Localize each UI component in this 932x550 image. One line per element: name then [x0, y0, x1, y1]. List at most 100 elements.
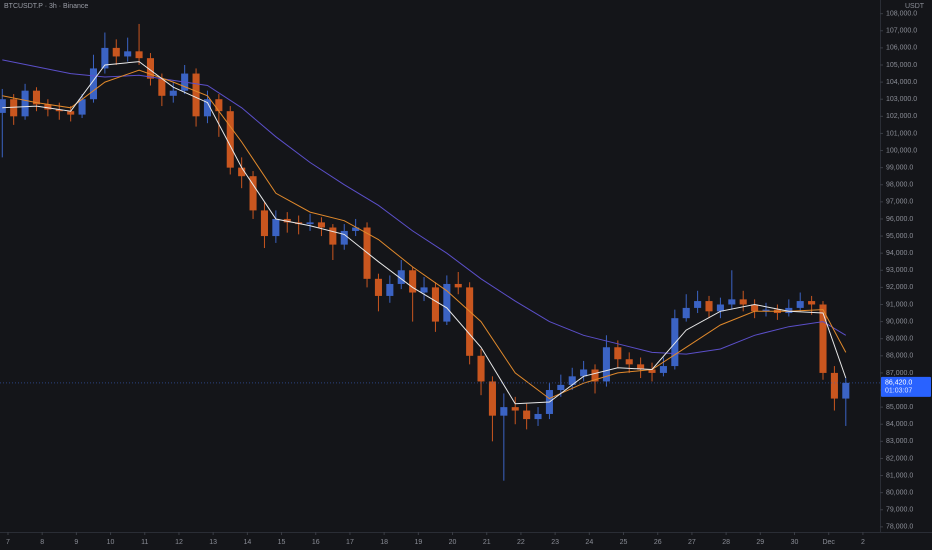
- y-tick-label: 97,000.0: [886, 199, 913, 206]
- y-tick-label: 87,000.0: [886, 370, 913, 377]
- x-tick-label: 23: [551, 539, 559, 546]
- y-tick-label: 95,000.0: [886, 233, 913, 240]
- y-tick-label: 108,000.0: [886, 11, 917, 18]
- candle-body: [101, 47, 109, 69]
- candle-body: [238, 167, 246, 177]
- y-tick-label: 94,000.0: [886, 250, 913, 257]
- y-tick-label: 103,000.0: [886, 96, 917, 103]
- candle-body: [682, 307, 690, 319]
- x-tick-label: 7: [6, 539, 10, 546]
- y-tick-label: 107,000.0: [886, 28, 917, 35]
- candle-body: [386, 283, 394, 296]
- candle-body: [78, 99, 86, 115]
- y-tick-label: 105,000.0: [886, 62, 917, 69]
- x-tick-label: 19: [414, 539, 422, 546]
- y-tick-label: 106,000.0: [886, 45, 917, 52]
- candle-body: [500, 407, 508, 416]
- candle-body: [352, 227, 360, 231]
- candle-body: [694, 301, 702, 308]
- x-tick-label: 26: [654, 539, 662, 546]
- candle-body: [762, 309, 770, 312]
- candle-body: [602, 347, 610, 382]
- candle-body: [751, 304, 759, 312]
- candle-body: [340, 230, 348, 245]
- candle-body: [397, 270, 405, 284]
- candle-body: [443, 283, 451, 322]
- candle-body: [842, 382, 850, 399]
- candle-body: [716, 304, 724, 312]
- candle-body: [659, 366, 667, 373]
- candle-body: [511, 407, 519, 411]
- y-tick-label: 80,000.0: [886, 489, 913, 496]
- candle-body: [796, 301, 804, 308]
- y-tick-label: 93,000.0: [886, 267, 913, 274]
- x-tick-label: 9: [74, 539, 78, 546]
- candle-body: [523, 410, 531, 420]
- x-tick-label: 27: [688, 539, 696, 546]
- candle-body: [728, 299, 736, 305]
- candle-body: [146, 58, 154, 79]
- candle-body: [580, 369, 588, 377]
- x-tick-label: 8: [40, 539, 44, 546]
- y-tick-label: 102,000.0: [886, 113, 917, 120]
- y-tick-label: 79,000.0: [886, 507, 913, 514]
- candle-body: [739, 299, 747, 305]
- candle-body: [705, 301, 713, 312]
- candle-body: [374, 278, 382, 296]
- candle-body: [169, 90, 177, 96]
- y-tick-label: 82,000.0: [886, 455, 913, 462]
- moving-average-line: [2, 69, 847, 400]
- candle-body: [671, 318, 679, 367]
- candle-body: [830, 372, 838, 399]
- price-tag-label: 86,420.0: [885, 380, 912, 387]
- candle-body: [637, 364, 645, 370]
- candle-body: [454, 283, 462, 288]
- candle-body: [67, 111, 75, 115]
- candle-body: [21, 90, 29, 117]
- y-tick-label: 92,000.0: [886, 284, 913, 291]
- candle-body: [808, 301, 816, 305]
- candle-body: [89, 68, 98, 100]
- candle-body: [158, 78, 166, 96]
- y-tick-label: 91,000.0: [886, 301, 913, 308]
- y-tick-label: 90,000.0: [886, 318, 913, 325]
- x-tick-label: 22: [517, 539, 525, 546]
- x-tick-label: 24: [585, 539, 593, 546]
- candle-body: [568, 376, 576, 385]
- candle-body: [32, 90, 41, 105]
- x-tick-label: 20: [449, 539, 457, 546]
- y-tick-label: 100,000.0: [886, 147, 917, 154]
- candle-body: [317, 222, 325, 228]
- y-tick-label: 83,000.0: [886, 438, 913, 445]
- candle-body: [124, 51, 132, 57]
- x-tick-label: 15: [278, 539, 286, 546]
- x-tick-label: Dec: [822, 539, 835, 546]
- candle-body: [466, 287, 474, 356]
- candle-body: [0, 99, 6, 113]
- moving-average-line: [2, 59, 847, 355]
- candle-body: [648, 369, 656, 373]
- candle-body: [283, 218, 291, 223]
- x-tick-label: 18: [380, 539, 388, 546]
- x-tick-label: 28: [722, 539, 730, 546]
- candle-body: [409, 270, 417, 293]
- x-tick-label: 25: [620, 539, 628, 546]
- candle-body: [249, 176, 257, 211]
- candle-body: [192, 73, 200, 117]
- x-tick-label: 12: [175, 539, 183, 546]
- candle-body: [44, 104, 52, 110]
- moving-average-line: [2, 61, 847, 405]
- candle-body: [10, 99, 18, 117]
- candle-body: [112, 47, 120, 57]
- candle-body: [557, 384, 565, 391]
- candle-body: [819, 304, 827, 373]
- candle-body: [488, 381, 496, 416]
- y-tick-label: 88,000.0: [886, 353, 913, 360]
- candle-body: [260, 210, 268, 237]
- y-tick-label: 81,000.0: [886, 472, 913, 479]
- y-tick-label: 84,000.0: [886, 421, 913, 428]
- y-tick-label: 101,000.0: [886, 130, 917, 137]
- x-tick-label: 14: [243, 539, 251, 546]
